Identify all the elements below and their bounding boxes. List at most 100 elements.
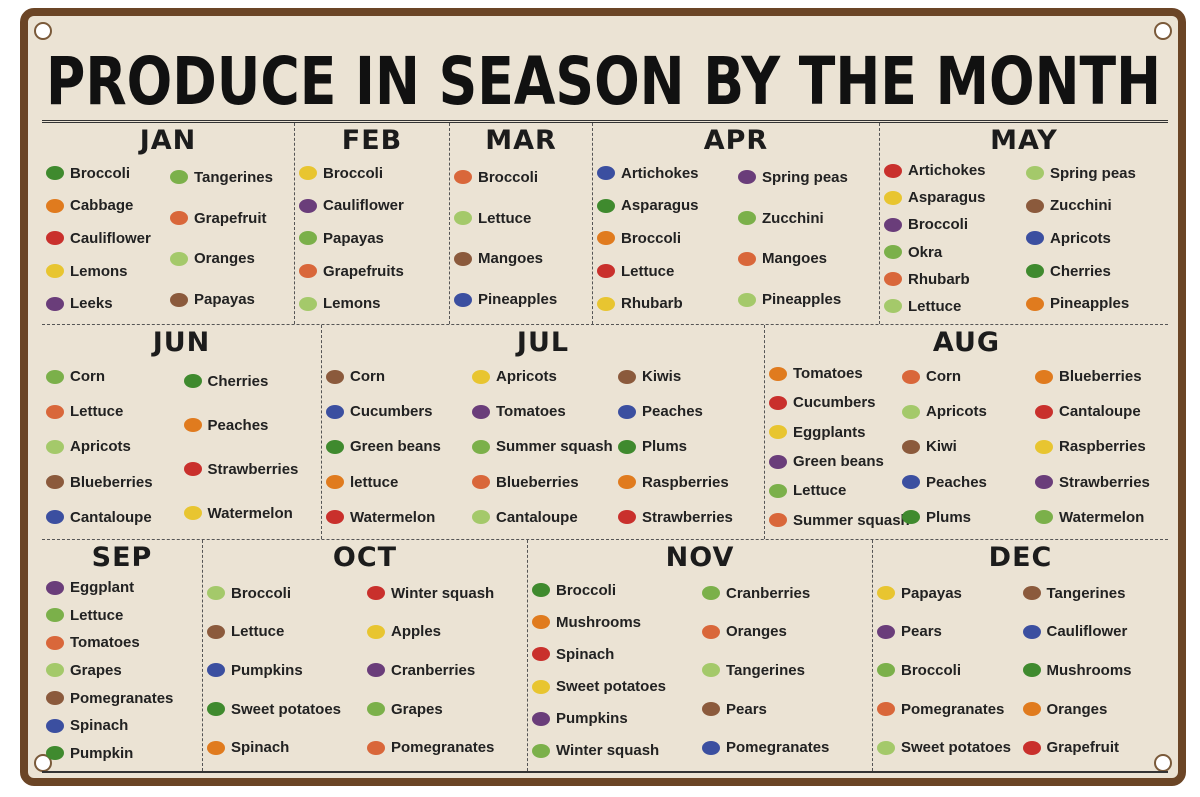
produce-item: Green beans bbox=[326, 438, 468, 455]
produce-name: Blueberries bbox=[1059, 368, 1142, 386]
produce-name: Mushrooms bbox=[1046, 661, 1132, 679]
produce-item: Plums bbox=[902, 509, 1031, 526]
produce-name: Blueberries bbox=[70, 473, 153, 491]
title-area: PRODUCE IN SEASON BY THE MONTH bbox=[46, 43, 1161, 120]
produce-icon bbox=[46, 231, 64, 246]
produce-item: Tomatoes bbox=[46, 634, 198, 651]
produce-icon bbox=[1022, 740, 1041, 755]
produce-name: Grapefruit bbox=[1046, 739, 1120, 757]
produce-icon bbox=[1026, 264, 1044, 279]
produce-icon bbox=[367, 624, 385, 639]
produce-icon bbox=[207, 740, 225, 755]
produce-item: Mushrooms bbox=[1022, 661, 1165, 679]
produce-icon bbox=[46, 608, 64, 623]
produce-column: Broccoli Cauliflower Papayas Grapefruits Lem… bbox=[299, 157, 445, 320]
produce-item: Mushrooms bbox=[532, 614, 698, 631]
produce-name: Watermelon bbox=[1059, 508, 1145, 526]
produce-item: Plums bbox=[618, 438, 760, 455]
produce-name: Oranges bbox=[194, 250, 255, 268]
produce-icon bbox=[472, 475, 490, 490]
produce-icon bbox=[46, 510, 64, 525]
produce-name: Winter squash bbox=[391, 584, 495, 602]
title: PRODUCE IN SEASON BY THE MONTH bbox=[46, 43, 1161, 120]
produce-name: Pineapples bbox=[478, 291, 558, 309]
produce-icon bbox=[183, 506, 202, 520]
produce-item: Cranberries bbox=[702, 585, 868, 602]
produce-item: Papayas bbox=[877, 585, 1019, 602]
produce-icon bbox=[46, 718, 64, 733]
produce-name: Broccoli bbox=[901, 661, 962, 679]
produce-item: lettuce bbox=[326, 474, 468, 491]
produce-icon bbox=[46, 439, 64, 454]
produce-name: Spinach bbox=[70, 717, 129, 735]
produce-icon bbox=[769, 425, 787, 440]
produce-icon bbox=[326, 439, 344, 454]
produce-icon bbox=[902, 404, 920, 419]
produce-item: Rhubarb bbox=[884, 271, 1022, 288]
produce-icon bbox=[46, 369, 64, 384]
produce-item: Sweet potatoes bbox=[877, 739, 1019, 756]
produce-name: Kiwis bbox=[642, 368, 682, 386]
produce-item: Zucchini bbox=[1026, 197, 1164, 214]
produce-item: Apricots bbox=[902, 403, 1031, 420]
produce-item: Blueberries bbox=[472, 474, 614, 491]
produce-icon bbox=[472, 510, 490, 525]
produce-icon bbox=[326, 510, 344, 525]
produce-name: Oranges bbox=[726, 623, 787, 641]
produce-icon bbox=[183, 374, 202, 388]
produce-icon bbox=[1035, 404, 1053, 419]
month-cell: DEC Papayas Pears Broccoli Pomegranates Sweet… bbox=[873, 540, 1168, 771]
produce-name: Asparagus bbox=[621, 197, 699, 215]
produce-columns: Tomatoes Cucumbers Eggplants Green beans Let… bbox=[769, 359, 1164, 535]
produce-icon bbox=[884, 217, 902, 232]
produce-icon bbox=[299, 264, 317, 279]
produce-item: Summer squash bbox=[769, 512, 910, 529]
produce-item: Winter squash bbox=[367, 585, 523, 602]
produce-icon bbox=[454, 251, 472, 266]
produce-item: Sweet potatoes bbox=[207, 701, 363, 718]
produce-name: Artichokes bbox=[621, 164, 699, 182]
produce-item: Tangerines bbox=[702, 662, 868, 679]
produce-name: Cabbage bbox=[70, 197, 134, 215]
produce-item: Oranges bbox=[702, 623, 868, 640]
month-cell: MAY Artichokes Asparagus Broccoli Okra Rhubar… bbox=[880, 123, 1168, 324]
produce-name: Pineapples bbox=[762, 291, 842, 309]
produce-name: Cherries bbox=[207, 372, 269, 390]
produce-icon bbox=[367, 740, 385, 755]
produce-name: Asparagus bbox=[908, 189, 986, 207]
produce-icon bbox=[326, 369, 344, 384]
produce-icon bbox=[46, 663, 64, 678]
produce-icon bbox=[597, 264, 615, 279]
produce-name: Strawberries bbox=[1059, 473, 1150, 491]
produce-icon bbox=[597, 198, 615, 213]
produce-name: Eggplants bbox=[793, 423, 866, 441]
produce-name: Cauliflower bbox=[323, 197, 404, 215]
produce-icon bbox=[454, 292, 472, 307]
produce-item: Pears bbox=[877, 623, 1019, 640]
produce-columns: Broccoli Cabbage Cauliflower Lemons Leeks Tan… bbox=[46, 157, 290, 320]
produce-icon bbox=[618, 475, 636, 490]
produce-name: Winter squash bbox=[556, 742, 660, 760]
produce-item: Lemons bbox=[299, 295, 445, 312]
produce-item: Oranges bbox=[1022, 701, 1165, 718]
produce-icon bbox=[738, 211, 756, 226]
produce-item: Artichokes bbox=[597, 165, 734, 182]
month-name: OCT bbox=[332, 542, 398, 573]
produce-name: Pomegranates bbox=[726, 739, 830, 757]
produce-name: Pears bbox=[901, 623, 942, 641]
hole bbox=[1154, 22, 1172, 40]
produce-icon bbox=[884, 299, 902, 314]
produce-column: Spring peas Zucchini Apricots Cherries Pinea… bbox=[1026, 157, 1164, 320]
produce-icon bbox=[46, 296, 64, 311]
produce-name: Sweet potatoes bbox=[901, 739, 1012, 757]
produce-item: Apricots bbox=[46, 438, 180, 455]
produce-item: Pomegranates bbox=[877, 701, 1019, 718]
produce-item: Winter squash bbox=[532, 742, 698, 759]
produce-name: Pumpkins bbox=[231, 661, 303, 679]
sign-board: PRODUCE IN SEASON BY THE MONTH JAN Brocco… bbox=[20, 8, 1186, 786]
produce-item: Eggplants bbox=[769, 424, 898, 441]
month-cell: JAN Broccoli Cabbage Cauliflower Lemons Leeks… bbox=[42, 123, 295, 324]
produce-name: Sweet potatoes bbox=[231, 700, 342, 718]
produce-icon bbox=[454, 211, 472, 226]
produce-icon bbox=[1022, 586, 1041, 601]
